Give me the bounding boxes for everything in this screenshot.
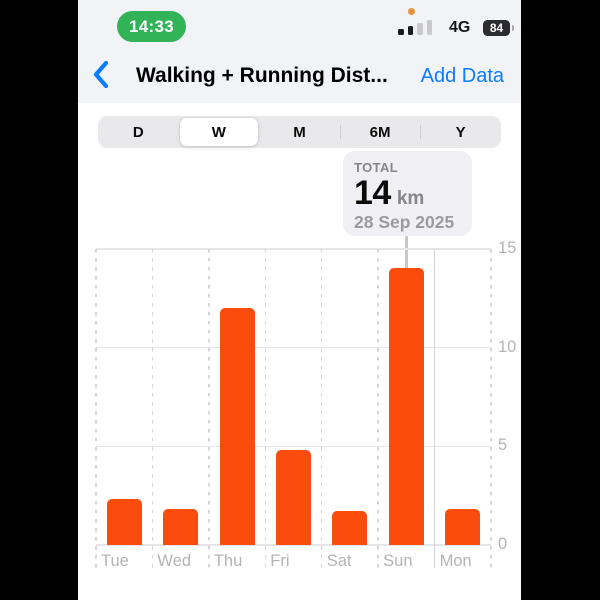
tooltip-unit: km: [396, 188, 425, 209]
gridline-y-10: [96, 346, 491, 349]
day-divider-dashed: [208, 249, 210, 568]
chevron-left-icon: [93, 60, 108, 93]
segment-6m[interactable]: 6M: [369, 123, 391, 141]
x-axis-label-sun: Sun: [383, 552, 413, 570]
bar-wed[interactable]: [163, 508, 199, 545]
y-axis-tick-15: 15: [498, 239, 517, 257]
day-divider-solid: [433, 249, 436, 568]
tooltip-total-label: TOTAL: [354, 160, 399, 175]
day-divider-dashed: [320, 249, 323, 568]
x-axis-label-thu: Thu: [213, 552, 243, 570]
bar-fri[interactable]: [276, 449, 311, 545]
gridline-y-5: [96, 445, 491, 448]
y-axis-tick-5: 5: [498, 436, 508, 455]
gridline-y-15: [96, 248, 491, 250]
network-type-label: 4G: [449, 19, 471, 36]
phone-screen: 14:33 4G 84 Walking + Running Dist... Ad…: [78, 0, 521, 600]
page-title: Walking + Running Dist...: [136, 64, 388, 87]
bar-chart-plot[interactable]: 0 5 10 15 Tue Wed Thu Fri Sat Sun Mon: [95, 239, 516, 570]
time-range-segmented-control: D W M 6M Y: [98, 116, 501, 148]
bar-sat[interactable]: [332, 510, 368, 545]
day-divider-dashed: [377, 249, 379, 568]
segment-m[interactable]: M: [293, 123, 306, 141]
battery-cap-icon: [511, 24, 514, 31]
back-button[interactable]: [83, 59, 117, 95]
y-axis-tick-0: 0: [498, 535, 508, 553]
microphone-indicator-icon: [408, 8, 415, 15]
tooltip-value: 14: [354, 174, 391, 212]
add-data-button[interactable]: Add Data: [420, 65, 504, 87]
x-axis-label-wed: Wed: [157, 552, 192, 570]
x-axis-label-tue: Tue: [101, 552, 129, 570]
bar-tue[interactable]: [106, 499, 142, 545]
segment-d[interactable]: D: [132, 123, 144, 141]
day-divider-dashed: [490, 249, 492, 568]
bar-thu[interactable]: [219, 307, 255, 545]
day-divider-dashed: [151, 249, 154, 568]
status-time-pill[interactable]: 14:33: [117, 11, 186, 42]
segment-w[interactable]: W: [211, 123, 226, 141]
x-axis-label-sat: Sat: [326, 552, 352, 570]
tooltip-pointer-line: [404, 236, 408, 269]
cellular-signal-icon: [398, 19, 432, 35]
x-axis-label-fri: Fri: [270, 552, 290, 570]
gridline-y-0: [96, 544, 491, 546]
segment-divider: [339, 125, 341, 139]
segment-divider: [420, 125, 422, 139]
bar-mon[interactable]: [445, 508, 481, 545]
bar-sun[interactable]: [388, 268, 424, 545]
y-axis-tick-10: 10: [498, 337, 517, 356]
x-axis-label-mon: Mon: [439, 552, 472, 570]
segment-selected-pill: [180, 118, 258, 146]
day-divider-dashed: [264, 249, 267, 568]
segment-y[interactable]: Y: [455, 123, 466, 141]
battery-icon: 84: [483, 20, 510, 36]
day-divider-dashed: [95, 249, 97, 568]
tooltip-date: 28 Sep 2025: [354, 212, 455, 233]
top-chrome: 14:33 4G 84 Walking + Running Dist... Ad…: [78, 0, 521, 103]
chart-tooltip: TOTAL 14 km 28 Sep 2025: [343, 151, 472, 236]
